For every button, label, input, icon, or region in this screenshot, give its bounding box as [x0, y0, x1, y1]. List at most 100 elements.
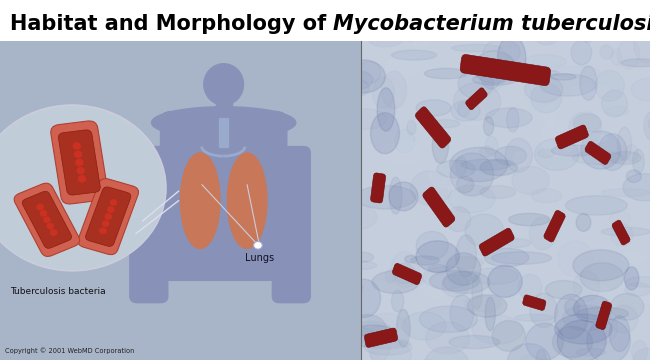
- Ellipse shape: [484, 44, 503, 73]
- FancyBboxPatch shape: [460, 54, 551, 86]
- Ellipse shape: [540, 74, 596, 96]
- Ellipse shape: [515, 314, 553, 321]
- FancyBboxPatch shape: [612, 220, 630, 245]
- Ellipse shape: [606, 107, 629, 116]
- Ellipse shape: [344, 25, 378, 33]
- Ellipse shape: [359, 339, 411, 349]
- Circle shape: [44, 217, 50, 222]
- Ellipse shape: [524, 55, 566, 68]
- Ellipse shape: [448, 181, 458, 211]
- Circle shape: [75, 151, 81, 157]
- FancyBboxPatch shape: [479, 228, 514, 256]
- Ellipse shape: [448, 185, 495, 213]
- Ellipse shape: [424, 347, 469, 360]
- Ellipse shape: [609, 305, 638, 333]
- Ellipse shape: [621, 59, 650, 67]
- FancyBboxPatch shape: [370, 173, 385, 203]
- Ellipse shape: [343, 277, 358, 290]
- Ellipse shape: [648, 114, 650, 134]
- Ellipse shape: [372, 271, 419, 293]
- Circle shape: [111, 200, 116, 205]
- Ellipse shape: [543, 287, 576, 318]
- Ellipse shape: [505, 138, 532, 172]
- Ellipse shape: [341, 205, 377, 229]
- Ellipse shape: [364, 340, 412, 355]
- Ellipse shape: [625, 283, 650, 296]
- Ellipse shape: [507, 239, 530, 247]
- Ellipse shape: [632, 149, 644, 174]
- Ellipse shape: [473, 51, 515, 84]
- Ellipse shape: [446, 207, 471, 231]
- Ellipse shape: [576, 214, 591, 231]
- Ellipse shape: [580, 13, 596, 42]
- Ellipse shape: [448, 338, 480, 360]
- Ellipse shape: [395, 130, 415, 153]
- Ellipse shape: [426, 322, 469, 354]
- Ellipse shape: [432, 120, 460, 128]
- Ellipse shape: [631, 341, 647, 360]
- Bar: [219, 118, 228, 147]
- Ellipse shape: [458, 102, 469, 117]
- Ellipse shape: [485, 297, 495, 330]
- Ellipse shape: [343, 208, 359, 223]
- Ellipse shape: [600, 45, 613, 59]
- Circle shape: [51, 230, 57, 235]
- Ellipse shape: [377, 88, 395, 131]
- Ellipse shape: [351, 252, 374, 262]
- FancyBboxPatch shape: [556, 125, 588, 149]
- Ellipse shape: [554, 314, 612, 344]
- Ellipse shape: [484, 59, 505, 91]
- Ellipse shape: [573, 295, 612, 322]
- Ellipse shape: [573, 114, 601, 132]
- Ellipse shape: [430, 270, 480, 291]
- Circle shape: [100, 228, 106, 234]
- Ellipse shape: [450, 147, 508, 182]
- Ellipse shape: [480, 58, 502, 89]
- Text: Mycobacterium tuberculosis: Mycobacterium tuberculosis: [333, 14, 650, 34]
- Ellipse shape: [449, 336, 500, 348]
- Ellipse shape: [538, 149, 554, 157]
- Circle shape: [103, 221, 109, 226]
- FancyBboxPatch shape: [544, 210, 566, 242]
- Ellipse shape: [400, 15, 421, 41]
- Ellipse shape: [467, 295, 507, 317]
- FancyBboxPatch shape: [14, 183, 80, 256]
- Ellipse shape: [535, 26, 558, 45]
- Ellipse shape: [569, 85, 610, 95]
- Ellipse shape: [447, 257, 484, 269]
- Ellipse shape: [348, 315, 387, 347]
- Ellipse shape: [391, 50, 437, 60]
- Ellipse shape: [529, 217, 556, 250]
- Ellipse shape: [389, 110, 402, 147]
- FancyBboxPatch shape: [596, 301, 612, 330]
- Ellipse shape: [411, 25, 428, 47]
- Circle shape: [79, 176, 85, 182]
- Ellipse shape: [536, 349, 546, 360]
- Ellipse shape: [424, 68, 468, 79]
- Ellipse shape: [385, 270, 396, 283]
- Ellipse shape: [454, 82, 500, 120]
- Ellipse shape: [587, 319, 630, 360]
- Ellipse shape: [350, 194, 364, 206]
- Ellipse shape: [461, 159, 510, 170]
- Ellipse shape: [550, 73, 576, 80]
- FancyBboxPatch shape: [465, 88, 488, 110]
- Ellipse shape: [526, 323, 564, 360]
- Ellipse shape: [627, 170, 642, 183]
- Ellipse shape: [356, 185, 415, 209]
- Circle shape: [40, 211, 47, 216]
- Circle shape: [108, 207, 114, 212]
- Circle shape: [73, 143, 80, 149]
- Ellipse shape: [486, 108, 532, 128]
- Ellipse shape: [578, 307, 629, 320]
- Ellipse shape: [348, 279, 380, 318]
- Ellipse shape: [495, 146, 527, 165]
- Ellipse shape: [543, 104, 556, 128]
- Ellipse shape: [437, 160, 475, 178]
- Ellipse shape: [508, 213, 550, 226]
- Ellipse shape: [625, 267, 639, 290]
- Ellipse shape: [341, 71, 373, 89]
- Ellipse shape: [421, 343, 463, 354]
- Ellipse shape: [554, 294, 588, 339]
- Ellipse shape: [598, 134, 627, 171]
